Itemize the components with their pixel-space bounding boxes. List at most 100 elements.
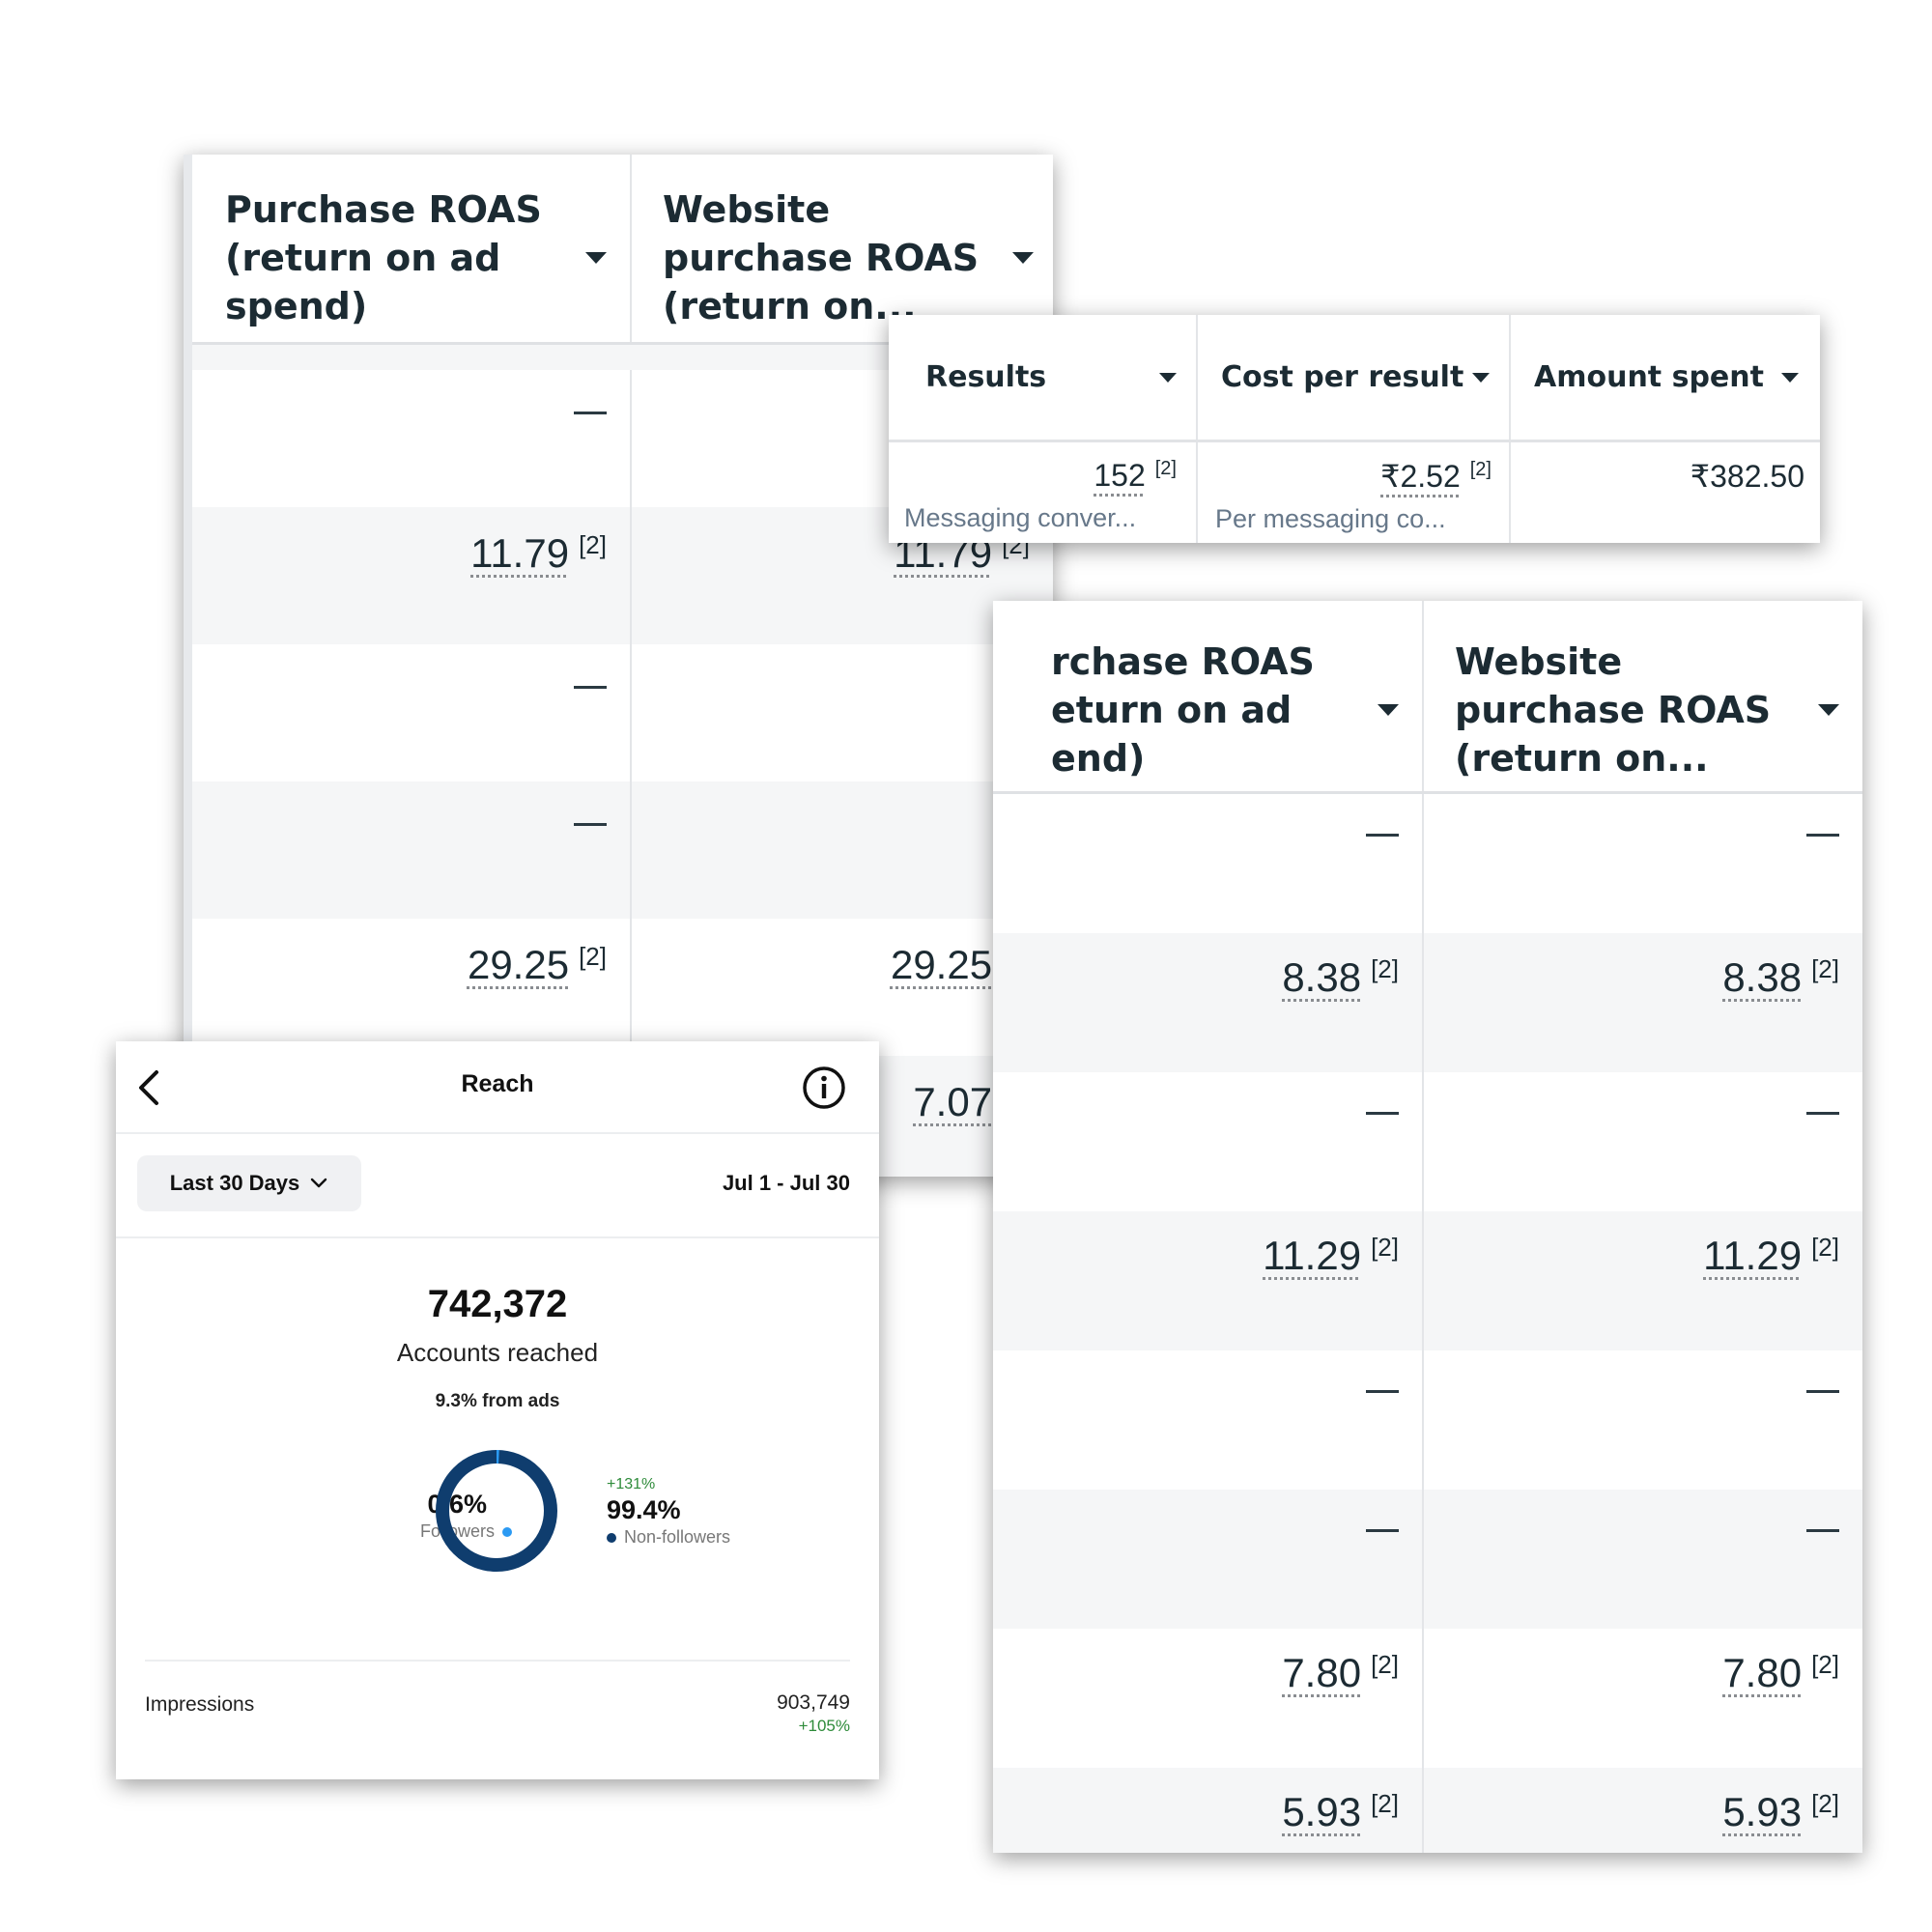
column-header-cost-per-result[interactable]: Cost per result xyxy=(1198,315,1511,440)
table-row xyxy=(993,1350,1862,1490)
roas-value[interactable]: 7.07 xyxy=(913,1079,993,1124)
roas-value[interactable]: 29.25 xyxy=(890,942,993,987)
column-header-website-purchase-roas[interactable]: Website purchase ROAS (return on... xyxy=(1424,601,1862,791)
table-cell xyxy=(1424,1490,1862,1629)
table-cell xyxy=(192,644,632,781)
table-cell: 11.29 [2] xyxy=(1424,1211,1862,1350)
results-cell: 152 [2] Messaging conver... xyxy=(889,442,1198,543)
caret-down-icon[interactable] xyxy=(1781,372,1799,383)
results-value[interactable]: 152 xyxy=(1094,458,1146,493)
info-icon[interactable] xyxy=(802,1065,846,1110)
empty-dash xyxy=(1806,1528,1839,1532)
nonfollowers-change: +131% xyxy=(607,1476,656,1492)
nonfollowers-stat: +131% 99.4% Non-followers xyxy=(607,1476,730,1548)
chevron-left-icon[interactable] xyxy=(135,1068,164,1107)
table-cell xyxy=(632,644,1053,781)
impressions-label: Impressions xyxy=(145,1693,255,1716)
caret-down-icon[interactable] xyxy=(1159,372,1177,383)
footnote-ref: [2] xyxy=(1811,1233,1839,1262)
caret-down-icon[interactable] xyxy=(1012,252,1034,264)
caret-down-icon[interactable] xyxy=(1818,703,1839,716)
table-left-edge xyxy=(184,155,192,1177)
reach-donut-chart xyxy=(436,1450,557,1572)
column-header-label: Website purchase ROAS (return on... xyxy=(663,188,980,327)
roas-value[interactable]: 7.80 xyxy=(1722,1650,1803,1695)
empty-dash xyxy=(1806,1389,1839,1393)
table-row xyxy=(192,644,1053,781)
table-cell xyxy=(1424,1072,1862,1211)
table-row: 8.38 [2] 8.38 [2] xyxy=(993,933,1862,1072)
reach-filter-bar: Last 30 Days Jul 1 - Jul 30 xyxy=(116,1134,879,1238)
caret-down-icon[interactable] xyxy=(585,252,607,264)
date-range-dropdown[interactable]: Last 30 Days xyxy=(137,1155,361,1211)
results-table: Results Cost per result Amount spent 152… xyxy=(889,315,1820,543)
roas-table-right: rchase ROAS eturn on ad end) Website pur… xyxy=(993,601,1862,1853)
amount-spent-cell: ₹382.50 xyxy=(1511,442,1820,543)
column-header-results[interactable]: Results xyxy=(889,315,1198,440)
column-header-amount-spent[interactable]: Amount spent xyxy=(1511,315,1820,440)
caret-down-icon[interactable] xyxy=(1472,372,1490,383)
from-ads-label: 9.3% from ads xyxy=(435,1391,560,1411)
page-title: Reach xyxy=(461,1070,534,1097)
impressions-stat: 903,749 +105% xyxy=(777,1691,850,1736)
table-cell xyxy=(993,1350,1424,1490)
roas-value[interactable]: 8.38 xyxy=(1722,954,1803,1000)
table-cell xyxy=(993,794,1424,933)
table-row: 11.29 [2] 11.29 [2] xyxy=(993,1211,1862,1350)
table-cell xyxy=(1424,1350,1862,1490)
cost-per-result-value[interactable]: ₹2.52 xyxy=(1380,459,1461,494)
empty-dash xyxy=(574,822,607,826)
column-header-label: Purchase ROAS (return on ad spend) xyxy=(225,188,542,327)
column-header-purchase-roas[interactable]: Purchase ROAS (return on ad spend) xyxy=(192,155,632,342)
roas-value[interactable]: 29.25 xyxy=(467,942,570,987)
reach-total-label: Accounts reached xyxy=(396,1338,599,1367)
amount-spent-value: ₹382.50 xyxy=(1690,459,1804,494)
roas-value[interactable]: 11.29 xyxy=(1703,1233,1803,1278)
column-header-purchase-roas[interactable]: rchase ROAS eturn on ad end) xyxy=(993,601,1424,791)
roas-value[interactable]: 5.93 xyxy=(1282,1789,1362,1834)
table-row xyxy=(993,1072,1862,1211)
table-row: 7.80 [2] 7.80 [2] xyxy=(993,1629,1862,1768)
roas-value[interactable]: 7.80 xyxy=(1282,1650,1362,1695)
chevron-down-icon xyxy=(311,1178,327,1188)
date-range-text: Jul 1 - Jul 30 xyxy=(722,1171,850,1195)
impressions-value: 903,749 xyxy=(777,1691,850,1714)
column-header-label: rchase ROAS eturn on ad end) xyxy=(1051,639,1315,780)
results-subtitle: Messaging conver... xyxy=(904,503,1137,532)
footnote-ref: [2] xyxy=(1371,1789,1399,1818)
table-body: 8.38 [2] 8.38 [2] 11.29 [2] 11.29 [2] 7.80 [2] 7.8… xyxy=(993,794,1862,1853)
column-header-label: Results xyxy=(925,360,1047,394)
empty-dash xyxy=(1806,1111,1839,1115)
date-range-dropdown-label: Last 30 Days xyxy=(169,1171,300,1195)
roas-value[interactable]: 5.93 xyxy=(1722,1789,1803,1834)
column-header-label: Amount spent xyxy=(1534,360,1764,394)
empty-dash xyxy=(1366,1111,1399,1115)
caret-down-icon[interactable] xyxy=(1378,703,1399,716)
donut-followers-segment xyxy=(436,1450,557,1572)
roas-value[interactable]: 8.38 xyxy=(1282,954,1362,1000)
column-header-label: Cost per result xyxy=(1221,360,1464,394)
roas-value[interactable]: 11.79 xyxy=(470,530,570,576)
nonfollowers-legend-dot xyxy=(607,1532,616,1543)
table-row xyxy=(192,781,1053,919)
column-header-website-purchase-roas[interactable]: Website purchase ROAS (return on... xyxy=(632,155,1053,342)
table-row xyxy=(993,1490,1862,1629)
footnote-ref: [2] xyxy=(1154,458,1177,480)
footnote-ref: [2] xyxy=(1811,1789,1839,1818)
table-cell: 8.38 [2] xyxy=(993,933,1424,1072)
table-cell xyxy=(993,1072,1424,1211)
footnote-ref: [2] xyxy=(579,530,607,559)
table-row: 5.93 [2] 5.93 [2] xyxy=(993,1768,1862,1853)
divider xyxy=(145,1660,850,1662)
column-header-label: Website purchase ROAS (return on... xyxy=(1455,639,1772,780)
roas-table-left: Purchase ROAS (return on ad spend) Websi… xyxy=(184,155,1053,1177)
roas-value[interactable]: 11.29 xyxy=(1263,1233,1362,1278)
results-row: 152 [2] Messaging conver... ₹2.52 [2] Per … xyxy=(889,442,1820,543)
reach-header: Reach xyxy=(116,1041,879,1134)
table-cell: 7.80 [2] xyxy=(993,1629,1424,1768)
footnote-ref: [2] xyxy=(1371,954,1399,983)
table-cell xyxy=(993,1490,1424,1629)
reach-card: Reach Last 30 Days Jul 1 - Jul 30 742,37… xyxy=(116,1041,879,1779)
cost-per-result-subtitle: Per messaging co... xyxy=(1215,504,1446,533)
empty-dash xyxy=(1806,833,1839,837)
